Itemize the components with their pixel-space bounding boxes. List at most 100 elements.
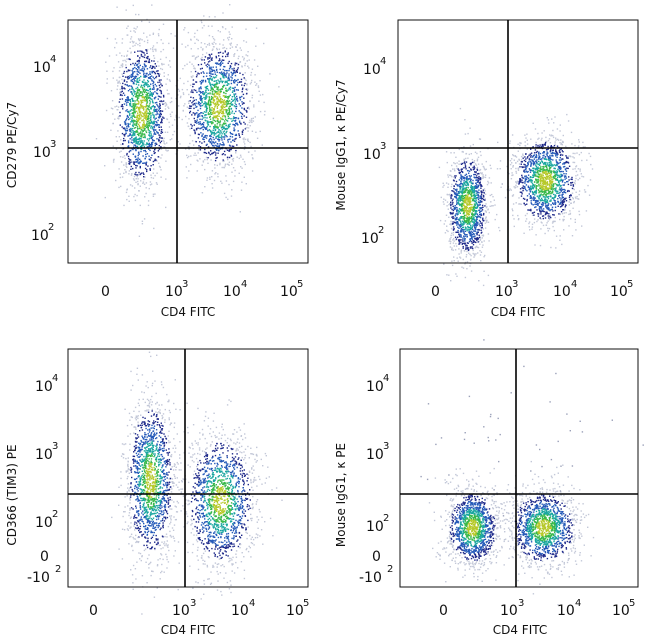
event-dot <box>122 83 123 84</box>
event-dot <box>150 170 151 171</box>
event-dot <box>163 142 164 143</box>
event-dot <box>138 152 139 153</box>
event-dot <box>214 16 215 17</box>
event-dot <box>228 70 229 71</box>
event-dot <box>231 108 232 109</box>
event-dot <box>209 67 210 68</box>
event-dot <box>532 215 533 216</box>
event-dot <box>129 162 130 163</box>
event-dot <box>133 78 134 79</box>
event-dot <box>146 169 147 170</box>
event-dot <box>555 189 556 190</box>
event-dot <box>477 173 478 174</box>
event-dot <box>509 140 510 141</box>
event-dot <box>145 151 146 152</box>
event-dot <box>211 58 212 59</box>
event-dot <box>471 189 472 190</box>
event-dot <box>476 165 477 166</box>
event-dot <box>117 81 118 82</box>
event-dot <box>235 120 236 121</box>
event-dot <box>245 127 246 128</box>
event-dot <box>455 273 456 274</box>
event-dot <box>152 47 153 48</box>
event-dot <box>211 183 212 184</box>
event-dot <box>463 167 464 168</box>
event-dot <box>130 64 131 65</box>
event-dot <box>195 113 196 114</box>
event-dot <box>253 104 254 105</box>
event-dot <box>126 104 127 105</box>
event-dot <box>147 124 148 125</box>
event-dot <box>465 175 466 176</box>
event-dot <box>153 116 154 117</box>
event-dot <box>213 130 214 131</box>
event-dot <box>170 33 171 34</box>
event-dot <box>142 106 143 107</box>
event-dot <box>467 207 468 208</box>
event-dot <box>472 219 473 220</box>
event-dot <box>216 75 217 76</box>
event-dot <box>464 119 465 120</box>
event-dot <box>455 237 456 238</box>
event-dot <box>134 93 135 94</box>
event-dot <box>463 267 464 268</box>
event-dot <box>199 158 200 159</box>
event-dot <box>450 152 451 153</box>
event-dot <box>464 215 465 216</box>
event-dot <box>258 101 259 102</box>
plot-area <box>398 20 638 263</box>
event-dot <box>469 167 470 168</box>
event-dot <box>465 215 466 216</box>
event-dot <box>532 194 533 195</box>
event-dot <box>153 66 154 67</box>
event-dot <box>146 171 147 172</box>
event-dot <box>211 143 212 144</box>
event-dot <box>228 73 229 74</box>
event-dot <box>440 220 441 221</box>
event-dot <box>212 132 213 133</box>
event-dot <box>252 97 253 98</box>
event-dot <box>135 14 136 15</box>
event-dot <box>137 117 138 118</box>
event-dot <box>139 113 140 114</box>
event-dot <box>473 208 474 209</box>
event-dot <box>132 81 133 82</box>
event-dot <box>201 80 202 81</box>
event-dot <box>186 166 187 167</box>
event-dot <box>136 84 137 85</box>
event-dot <box>150 84 151 85</box>
event-dot <box>535 175 536 176</box>
event-dot <box>137 71 138 72</box>
event-dot <box>231 68 232 69</box>
event-dot <box>453 256 454 257</box>
event-dot <box>247 124 248 125</box>
event-dot <box>562 144 563 145</box>
event-dot <box>136 178 137 179</box>
event-dot <box>449 238 450 239</box>
event-dot <box>112 108 113 109</box>
event-dot <box>159 29 160 30</box>
event-dot <box>220 132 221 133</box>
event-dot <box>215 133 216 134</box>
event-dot <box>183 110 184 111</box>
event-dot <box>142 134 143 135</box>
event-dot <box>535 157 536 158</box>
event-dot <box>143 174 144 175</box>
event-dot <box>159 145 160 146</box>
event-dot <box>136 165 137 166</box>
event-dot <box>165 161 166 162</box>
event-dot <box>247 66 248 67</box>
event-dot <box>564 166 565 167</box>
event-dot <box>222 116 223 117</box>
event-dot <box>140 174 141 175</box>
event-dot <box>222 48 223 49</box>
event-dot <box>243 130 244 131</box>
event-dot <box>248 152 249 153</box>
event-dot <box>218 150 219 151</box>
event-dot <box>143 79 144 80</box>
event-dot <box>536 159 537 160</box>
event-dot <box>240 123 241 124</box>
event-dot <box>137 61 138 62</box>
event-dot <box>134 120 135 121</box>
event-dot <box>128 173 129 174</box>
